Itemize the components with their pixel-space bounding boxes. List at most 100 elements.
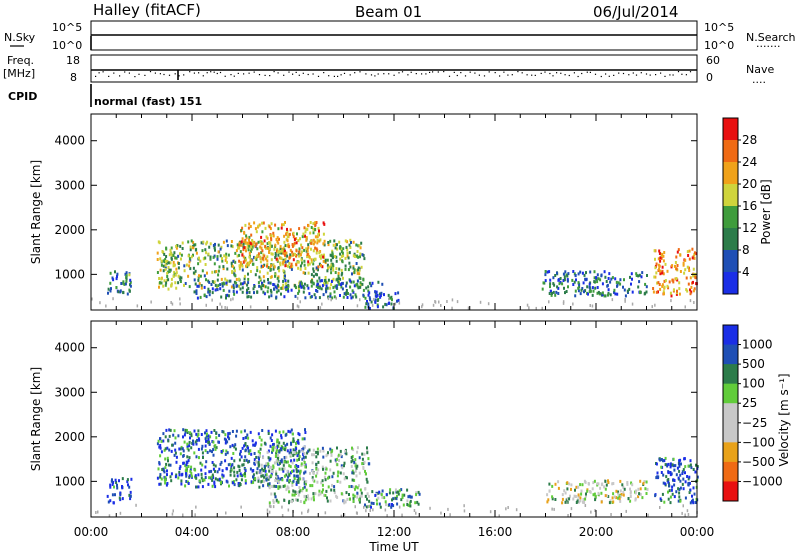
velocity-echo-cell [574,488,576,492]
power-echo-cell [216,285,218,289]
velocity-echo-cell [210,469,213,473]
power-echo-cell [248,261,250,265]
power-echo-cell [657,269,660,272]
velocity-echo-cell [244,448,247,452]
velocity-echo-cell [242,463,245,467]
velocity-echo-cell [266,450,269,454]
velocity-echo-cell [351,446,353,450]
velocity-echo-cell [678,464,681,468]
velocity-echo-cell [211,478,214,482]
power-echo-cell [588,290,591,294]
power-echo-cell [222,240,225,244]
velocity-echo-cell [311,484,314,488]
power-echo-cell [211,291,214,295]
power-echo-cell [333,290,336,294]
power-echo-cell [261,242,264,246]
velocity-echo-cell [289,465,292,469]
power-echo-cell [322,293,325,297]
power-echo-cell [557,286,560,290]
velocity-echo-cell [231,430,234,433]
power-echo-cell [180,257,182,261]
power-echo-cell [334,243,337,246]
velocity-echo-cell [669,473,672,477]
power-echo-cell [299,267,302,271]
power-echo-cell [187,240,190,244]
velocity-echo-cell [407,495,410,499]
power-echo-cell [260,251,263,255]
power-echo-cell [546,270,549,274]
velocity-echo-cell [303,485,306,489]
velocity-echo-cell [673,468,676,472]
velocity-echo-cell [329,447,332,451]
power-echo-cell [128,289,131,293]
power-echo-cell [310,280,313,284]
velocity-echo-cell [655,462,658,466]
velocity-echo-cell [281,446,284,450]
power-echo-cell [124,282,127,286]
velocity-echo-cell [356,495,359,499]
power-echo-cell [260,287,263,291]
power-echo-cell [214,248,216,252]
power-echo-cell [245,264,247,268]
power-echo-cell [663,279,666,283]
velocity-echo-cell [262,469,265,473]
velocity-echo-cell [270,472,273,476]
power-echo-cell [198,256,200,260]
power-echo-cell [551,291,553,295]
velocity-echo-cell [160,439,163,443]
power-echo-cell [111,276,114,280]
power-echo-cell [656,281,659,285]
nave-dot [283,74,285,76]
power-echo-cell [552,276,555,280]
velocity-echo-cell [178,473,181,477]
velocity-echo-cell [291,483,294,487]
power-echo-cell [251,245,254,249]
power-echo-cell [362,278,365,282]
velocity-colorbar-frame [722,324,739,502]
velocity-echo-cell [275,475,278,479]
velocity-echo-cell [348,497,351,501]
power-echo-cell [194,248,197,252]
velocity-echo-cell [329,459,332,463]
power-echo-cell [276,283,279,287]
power-echo-cell [107,287,110,291]
velocity-echo-cell [317,460,320,464]
power-echo-cell [282,279,285,283]
power-echo-cell [584,277,587,281]
power-echo-cell [205,242,208,246]
velocity-echo-cell [185,480,188,483]
velocity-echo-cell [189,431,192,435]
power-echo-cell [594,286,597,290]
nave-dot [549,72,551,75]
power-echo-cell [346,251,349,255]
power-echo-cell [215,270,218,273]
velocity-echo-cell [282,430,285,434]
velocity-echo-cell [276,456,279,460]
power-echo-cell [254,273,257,277]
power-echo-cell [323,239,326,243]
velocity-echo-cell [297,474,299,478]
velocity-echo-cell [619,499,622,503]
velocity-colorbar-tick-label: −500 [742,455,775,469]
power-echo-cell [315,251,318,255]
velocity-echo-cell [343,477,346,481]
nave-dot [340,74,342,76]
power-echo-cell [241,264,244,268]
velocity-echo-cell [673,495,676,499]
velocity-echo-cell [622,493,625,497]
power-echo-cell [342,247,345,251]
velocity-echo-cell [681,472,684,475]
power-echo-cell [338,267,341,271]
velocity-echo-cell [160,450,163,454]
power-echo-cell [353,284,356,288]
power-echo-cell [317,226,320,230]
velocity-echo-cell [243,429,246,433]
velocity-echo-cell [222,474,225,478]
velocity-echo-cell [385,503,387,507]
power-echo-cell [219,283,222,287]
power-echo-cell [248,222,251,226]
velocity-echo-cell [677,487,680,491]
power-echo-cell [284,260,287,264]
power-echo-cell [384,302,387,306]
